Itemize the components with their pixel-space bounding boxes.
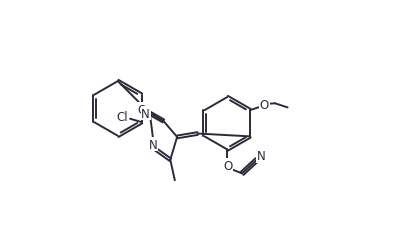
Text: O: O: [260, 99, 269, 111]
Text: N: N: [149, 138, 157, 151]
Text: O: O: [223, 159, 232, 172]
Text: N: N: [257, 149, 265, 163]
Text: N: N: [141, 107, 150, 120]
Text: Cl: Cl: [116, 110, 128, 123]
Text: O: O: [138, 104, 147, 117]
